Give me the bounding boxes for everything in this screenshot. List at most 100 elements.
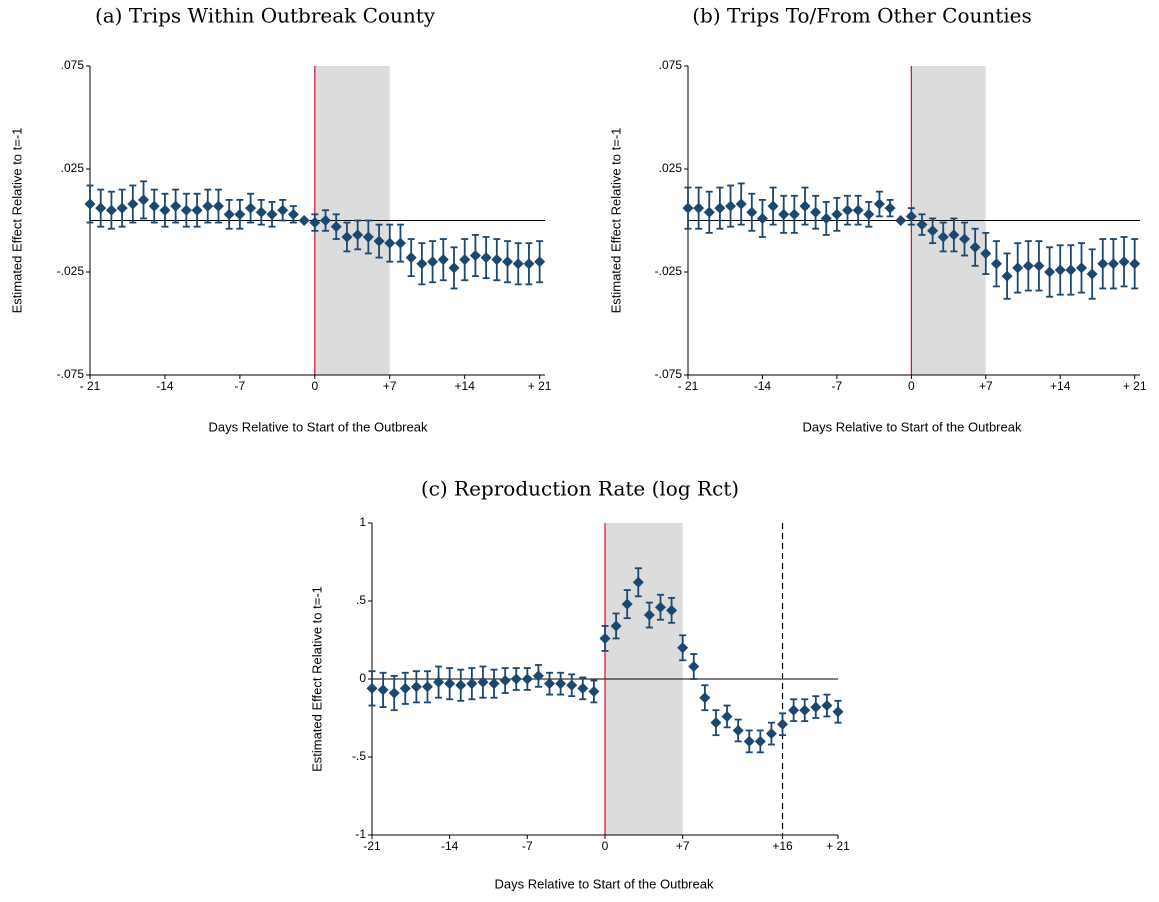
point [523, 258, 535, 270]
point [643, 609, 655, 621]
point [1076, 262, 1088, 274]
point [405, 252, 417, 264]
x-tick-label: +7 [979, 379, 993, 393]
point [810, 701, 822, 713]
point [384, 237, 396, 249]
point [765, 728, 777, 740]
point [1097, 258, 1109, 270]
point [377, 684, 389, 696]
point [959, 233, 971, 245]
point [735, 198, 747, 210]
point [191, 204, 203, 216]
x-axis-label: Days Relative to Start of the Outbreak [495, 876, 714, 891]
point [1054, 264, 1066, 276]
x-tick-label: 0 [908, 379, 915, 393]
point [746, 206, 758, 218]
point [1086, 268, 1098, 280]
x-tick-label: + 21 [826, 839, 850, 853]
point [138, 194, 150, 206]
point [532, 670, 544, 682]
point [743, 735, 755, 747]
panel-title: (a) Trips Within Outbreak County [95, 4, 436, 28]
point [799, 200, 811, 212]
point [820, 212, 832, 224]
point [777, 718, 789, 730]
point [969, 241, 981, 253]
point [1129, 258, 1141, 270]
x-tick-label: -14 [754, 379, 772, 393]
y-tick-label: 0 [359, 671, 366, 685]
x-tick-label: + 21 [528, 379, 552, 393]
point [84, 198, 96, 210]
panel: (c) Reproduction Rate (log Rct) Estimated… [309, 477, 850, 892]
x-tick-label: +14 [455, 379, 476, 393]
panel: (b) Trips To/From Other Counties Estimate… [608, 4, 1146, 435]
point [621, 598, 633, 610]
point [287, 208, 299, 220]
point [309, 217, 321, 229]
point [373, 235, 385, 247]
point [714, 202, 726, 214]
y-axis-label: Estimated Effect Relative to t=-1 [608, 128, 623, 314]
point [682, 202, 694, 214]
point [1065, 264, 1077, 276]
x-tick-label: +7 [676, 839, 690, 853]
point [732, 724, 744, 736]
x-tick-label: + 21 [1123, 379, 1147, 393]
point [916, 219, 928, 231]
y-tick-label: -1 [355, 827, 366, 841]
x-tick-label: +14 [1050, 379, 1071, 393]
point [534, 256, 546, 268]
point [852, 204, 864, 216]
point [632, 576, 644, 588]
y-tick-label: .025 [659, 161, 683, 175]
point [362, 231, 374, 243]
point [427, 256, 439, 268]
point [410, 681, 422, 693]
point [255, 206, 267, 218]
point [330, 221, 342, 233]
x-tick-label: -14 [156, 379, 174, 393]
point [469, 250, 481, 262]
point [433, 676, 445, 688]
point [320, 215, 332, 226]
point [298, 215, 310, 226]
point [341, 231, 353, 243]
point [170, 200, 182, 212]
y-tick-label: .025 [61, 161, 85, 175]
point [1022, 260, 1034, 272]
point [821, 700, 833, 712]
point [544, 678, 556, 690]
point [905, 210, 917, 222]
point [95, 202, 107, 214]
point [223, 208, 235, 220]
y-tick-label: 1 [359, 515, 366, 529]
point [980, 247, 992, 259]
panel: (a) Trips Within Outbreak County Estimate… [9, 4, 551, 435]
point [366, 682, 378, 694]
point [1044, 266, 1056, 278]
point [799, 704, 811, 716]
point [842, 204, 854, 216]
x-tick-label: - 21 [678, 379, 699, 393]
x-tick-label: -7 [522, 839, 533, 853]
point [491, 254, 503, 266]
point [754, 735, 766, 747]
point [654, 601, 666, 613]
point [245, 202, 257, 214]
point [455, 679, 467, 691]
point [677, 642, 689, 654]
point [148, 200, 160, 212]
y-tick-label: -.025 [57, 264, 85, 278]
point [895, 215, 907, 226]
point [448, 262, 460, 274]
point [990, 258, 1002, 270]
point [831, 208, 843, 220]
x-tick-label: +7 [383, 379, 397, 393]
point [477, 676, 489, 688]
y-tick-label: .075 [61, 58, 85, 72]
point [234, 208, 246, 220]
point [116, 202, 128, 214]
point [510, 673, 522, 685]
